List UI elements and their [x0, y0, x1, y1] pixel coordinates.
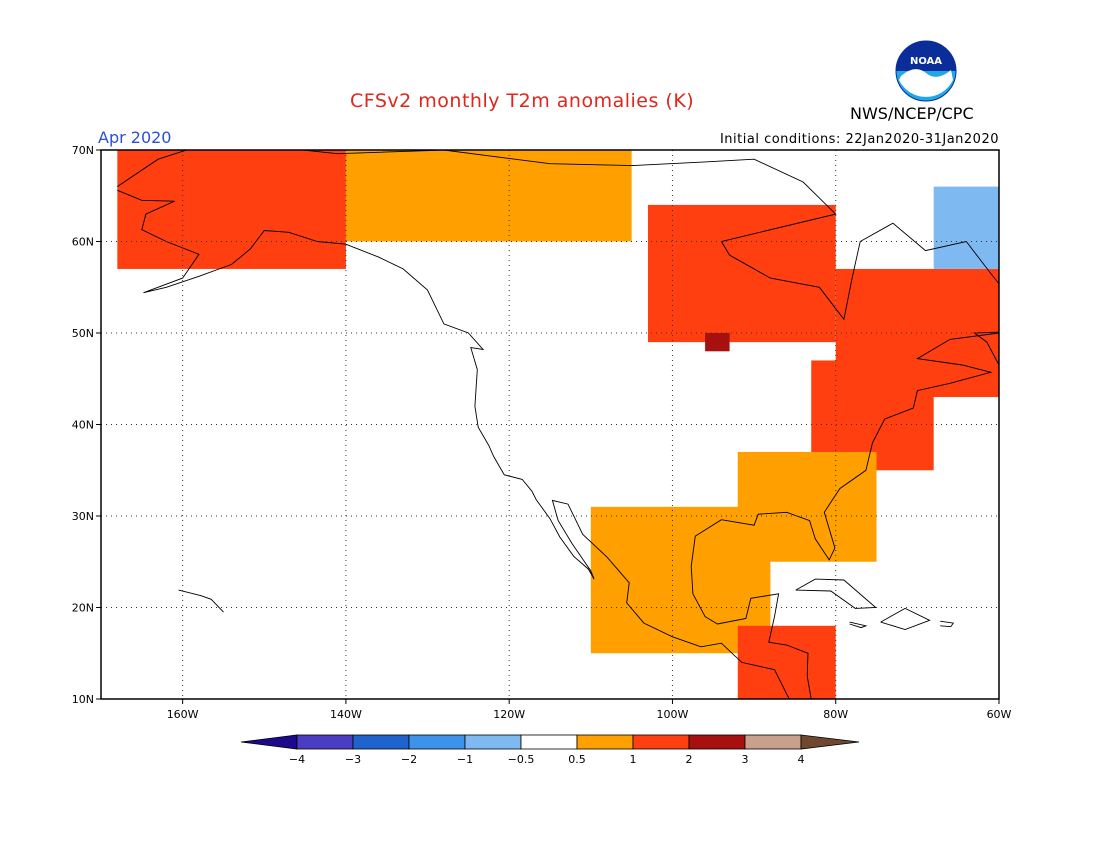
colorbar-bin [352, 734, 410, 750]
lat-tick-label: 60N [72, 236, 94, 249]
colorbar-label: −4 [289, 753, 305, 766]
colorbar-bin [744, 734, 802, 750]
lat-tick-label: 30N [72, 510, 94, 523]
lat-tick-label: 10N [72, 693, 94, 706]
noaa-logo-icon: NOAA [895, 40, 957, 102]
colorbar-high-arrow [800, 734, 860, 750]
anomaly-region-7 [639, 369, 706, 425]
colorbar-label: 1 [630, 753, 637, 766]
colorbar-bin [576, 734, 634, 750]
coastlines [117, 150, 999, 699]
coastline-1 [117, 189, 790, 699]
anomaly-region-6 [476, 387, 632, 507]
noaa-logo-text: NOAA [910, 56, 942, 67]
colorbar-bin [632, 734, 690, 750]
lat-tick-label: 40N [72, 419, 94, 432]
anomaly-region-10 [933, 186, 999, 269]
lat-lon-grid [96, 149, 1000, 704]
coastline-0 [117, 150, 999, 699]
coastline-7 [849, 621, 868, 629]
map-frame [100, 149, 1000, 700]
lon-tick-label: 80W [823, 708, 848, 721]
colorbar-label: 2 [686, 753, 693, 766]
colorbar-bin [296, 734, 354, 750]
lat-tick-label: 20N [72, 602, 94, 615]
colorbar-label: 0.5 [568, 753, 586, 766]
agency-label: NWS/NCEP/CPC [850, 104, 974, 123]
colorbar-low-arrow [240, 734, 298, 750]
initial-conditions-label: Initial conditions: 22Jan2020-31Jan2020 [719, 132, 999, 147]
anomaly-region-9 [737, 625, 836, 699]
lon-tick-label: 160W [167, 708, 199, 721]
colorbar-label: −2 [401, 753, 417, 766]
colorbar: −4 −3 −2 −1 −0.5 0.5 1 2 3 4 [240, 734, 860, 766]
lat-tick-label: 50N [72, 327, 94, 340]
lon-tick-label: 60W [987, 708, 1012, 721]
lat-tick-label: 70N [72, 144, 94, 157]
anomaly-region-1 [345, 150, 632, 242]
coastline-5 [880, 607, 931, 630]
anomaly-region-11 [705, 333, 730, 352]
coastline-3 [178, 589, 224, 613]
colorbar-bin [688, 734, 746, 750]
colorbar-label: −1 [457, 753, 473, 766]
coastline-2 [973, 331, 999, 366]
colorbar-bin [520, 734, 578, 750]
map-title: CFSv2 monthly T2m anomalies (K) [350, 90, 695, 112]
colorbar-label: −0.5 [508, 753, 535, 766]
colorbar-label: −3 [345, 753, 361, 766]
colorbar-bin [408, 734, 466, 750]
colorbar-label: 3 [742, 753, 749, 766]
colorbar-bin [464, 734, 522, 750]
coastline-4 [795, 578, 877, 609]
axis-labels: 160W 140W 120W 100W 80W 60W 10N 20N 30N 40N 50N 60N… [72, 144, 1012, 721]
lon-tick-label: 120W [493, 708, 525, 721]
lon-tick-label: 140W [330, 708, 362, 721]
colorbar-label: 4 [798, 753, 805, 766]
anomaly-region-0 [117, 150, 346, 269]
lon-tick-label: 100W [657, 708, 689, 721]
anomaly-region-2 [647, 204, 836, 343]
valid-month-label: Apr 2020 [98, 128, 172, 147]
coastline-6 [940, 620, 955, 628]
